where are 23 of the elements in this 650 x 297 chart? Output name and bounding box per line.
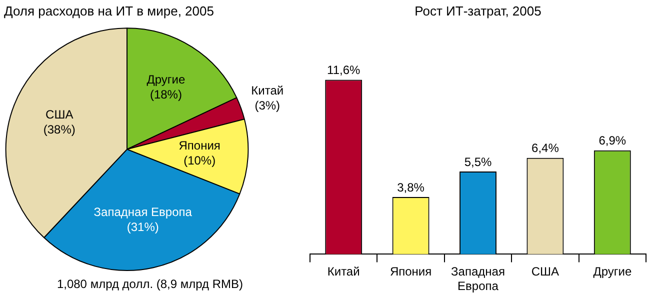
chart-title: Доля расходов на ИТ в мире, 2005	[4, 3, 214, 18]
slice-label: Япония	[178, 138, 220, 153]
data-label: 3,8%	[397, 180, 425, 194]
x-tick-label: Китай	[327, 264, 360, 279]
slice-label: Другие	[146, 72, 186, 87]
slice-label: Китай	[251, 84, 284, 98]
slice-label: Западная Европа	[94, 205, 192, 220]
data-label: 6,4%	[532, 141, 560, 156]
x-tick-label: Западная Европа	[451, 264, 505, 294]
x-tick-label: США	[531, 264, 560, 279]
data-label: 5,5%	[464, 154, 492, 169]
data-label: 6,9%	[598, 134, 626, 148]
data-label: 11,6%	[327, 63, 360, 78]
slice-label: США	[46, 107, 74, 122]
chart-title: Рост ИТ-затрат, 2005	[414, 3, 542, 18]
data-label: (3%)	[254, 98, 280, 113]
x-tick-label: Другие	[593, 264, 632, 279]
data-label: (38%)	[43, 122, 76, 136]
data-label: (31%)	[126, 220, 159, 234]
text: 1,080 млрд долл. (8,9 млрд RMB)	[56, 277, 244, 291]
data-label: (18%)	[150, 88, 182, 102]
x-tick-label: Япония	[390, 264, 432, 279]
data-label: (10%)	[184, 154, 216, 168]
